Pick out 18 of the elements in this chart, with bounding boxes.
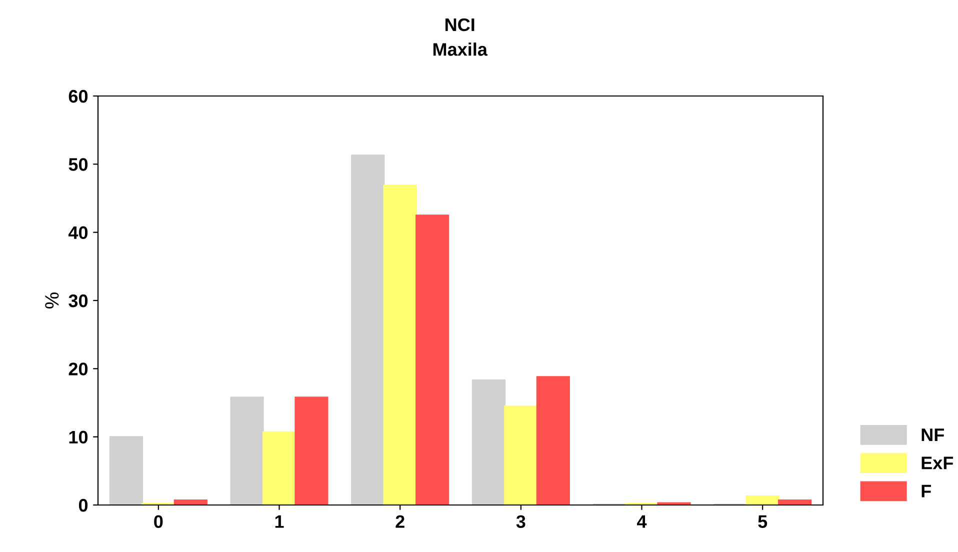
y-axis-title: % [45,292,59,308]
y-tick-label: 20 [68,362,88,376]
y-tick-label: 60 [68,90,88,103]
x-tick-label: 4 [637,515,647,528]
x-tick-label: 1 [275,515,284,528]
y-tick-label: 10 [69,430,88,444]
legend-label: F [922,484,931,498]
y-tick-label: 0 [78,498,88,512]
chart-title: NCI Maxila [433,18,488,56]
x-tick-label: 2 [396,515,404,528]
x-tick-label: 0 [154,515,163,528]
x-tick-label: 3 [516,515,526,528]
y-tick-label: 30 [68,294,88,308]
legend-label: NF [922,428,944,442]
y-tick-label: 40 [68,226,88,240]
y-tick-label: 50 [68,158,88,171]
legend-label: ExF [922,456,954,470]
x-tick-label: 5 [758,515,768,528]
